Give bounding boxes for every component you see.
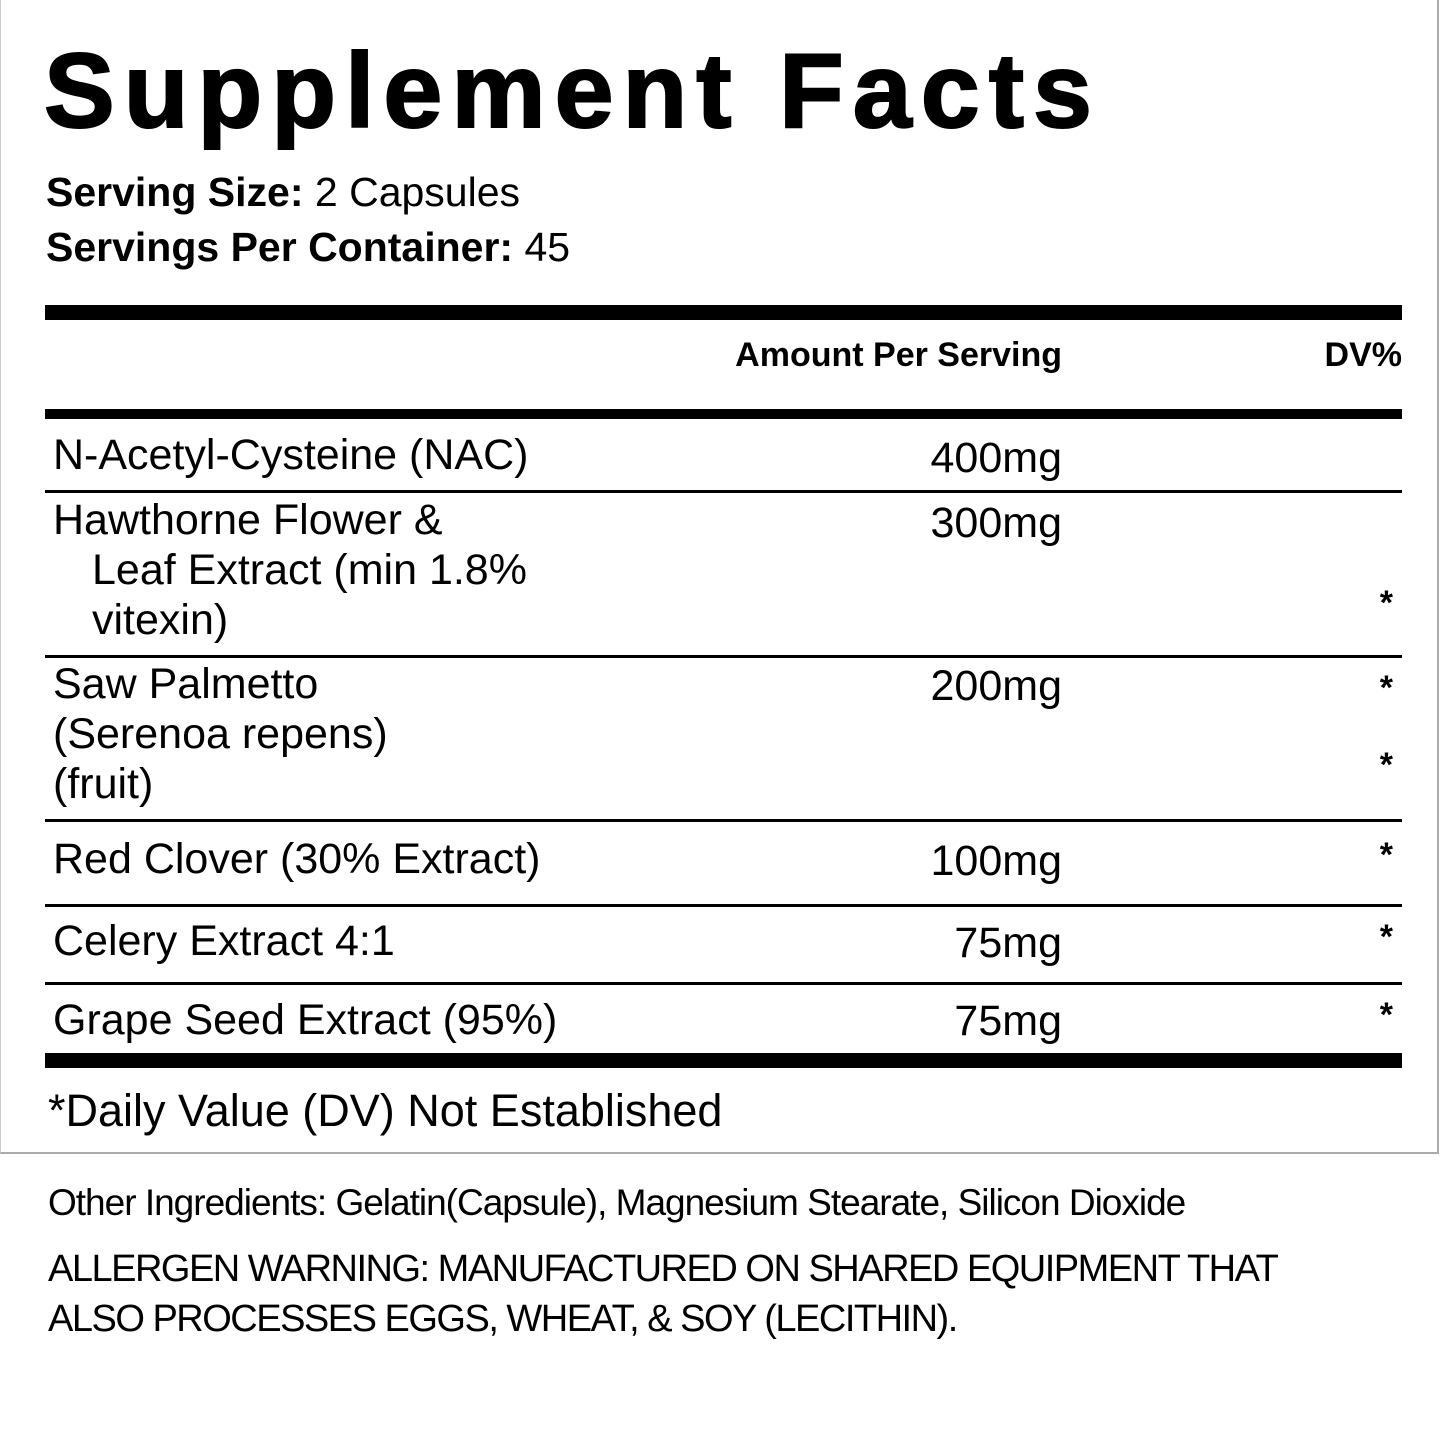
divider-thick [45, 1053, 1402, 1068]
dv-asterisk: * [1379, 746, 1393, 784]
divider-thick [45, 305, 1402, 320]
footnote: *Daily Value (DV) Not Established [48, 1085, 723, 1136]
dv-asterisk: * [1379, 669, 1393, 707]
serving-size: Serving Size: 2 Capsules [46, 172, 520, 213]
ingredient-name: Celery Extract 4:1 [53, 917, 395, 965]
servings-per-container: Servings Per Container: 45 [46, 227, 570, 268]
ingredient-amount: 200mg [930, 662, 1062, 710]
allergen-warning: ALLERGEN WARNING: MANUFACTURED ON SHARED… [48, 1248, 1279, 1290]
divider-thick [45, 409, 1402, 419]
ingredient-name: Grape Seed Extract (95%) [53, 996, 558, 1044]
divider [45, 490, 1402, 493]
ingredient-amount: 75mg [954, 997, 1062, 1045]
ingredient-name: N-Acetyl-Cysteine (NAC) [53, 431, 529, 479]
dv-asterisk: * [1379, 918, 1393, 956]
dv-asterisk: * [1379, 996, 1393, 1034]
ingredient-name: Red Clover (30% Extract) [53, 835, 541, 883]
ingredient-name: Hawthorne Flower & [53, 496, 443, 544]
servings-per-container-value: 45 [524, 224, 571, 270]
ingredient-amount: 400mg [930, 434, 1062, 482]
divider [45, 819, 1402, 822]
divider [45, 982, 1402, 985]
ingredient-amount: 100mg [930, 837, 1062, 885]
allergen-warning: ALSO PROCESSES EGGS, WHEAT, & SOY (LECIT… [48, 1298, 958, 1340]
dv-asterisk: * [1379, 836, 1393, 874]
ingredient-name: Leaf Extract (min 1.8% [92, 546, 527, 594]
ingredient-amount: 75mg [954, 919, 1062, 967]
serving-size-value: 2 Capsules [314, 169, 521, 215]
dv-asterisk: * [1379, 584, 1393, 622]
ingredient-name: vitexin) [92, 596, 229, 644]
header-dv: DV% [1324, 336, 1402, 374]
ingredient-name: (Serenoa repens) [53, 710, 388, 758]
ingredient-name: Saw Palmetto [53, 660, 319, 708]
header-amount: Amount Per Serving [735, 336, 1062, 374]
other-ingredients: Other Ingredients: Gelatin(Capsule), Mag… [48, 1182, 1186, 1223]
ingredient-name: (fruit) [53, 760, 154, 808]
page-title: Supplement Facts [43, 32, 1101, 150]
divider [45, 655, 1402, 658]
serving-size-label: Serving Size: [46, 169, 304, 215]
supplement-facts-panel [0, 0, 1439, 1154]
servings-per-container-label: Servings Per Container: [46, 224, 514, 270]
ingredient-amount: 300mg [930, 499, 1062, 547]
divider [45, 904, 1402, 907]
